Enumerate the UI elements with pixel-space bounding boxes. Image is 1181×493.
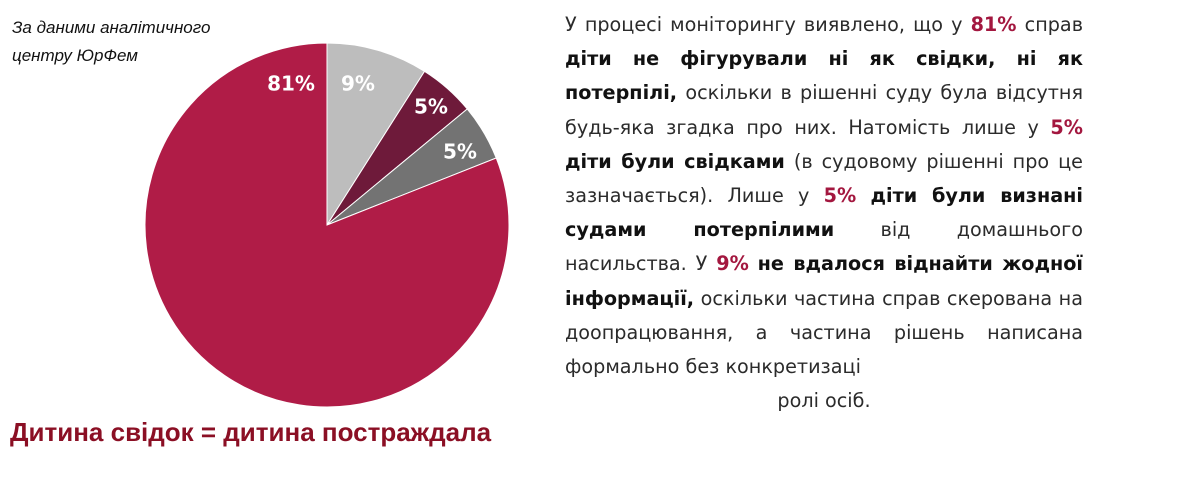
pie-slice-9-0 (326, 42, 426, 227)
percent-9: 9% (716, 252, 749, 276)
source-note: За даними аналітичного центру ЮрФем (12, 14, 272, 70)
pie-slice-81-3 (144, 42, 510, 408)
percent-5-victims: 5% (823, 184, 857, 208)
source-note-line1: За даними аналітичного (12, 18, 211, 37)
chart-caption: Дитина свідок = дитина постраждала (10, 417, 492, 447)
highlight-victims: діти були визнані судами потерпілими (565, 184, 1083, 242)
pie-label-2: 5% (443, 140, 477, 164)
text-part: оскільки частина справ скерована на дооп… (565, 286, 1083, 379)
description-text: У процесі моніторингу виявлено, що у 81%… (565, 8, 1083, 418)
percent-5-witness: 5% (1050, 115, 1083, 139)
highlight-witnesses: діти були свідками (565, 149, 785, 173)
source-note-line2: центру ЮрФем (12, 46, 138, 65)
text-part: (в судовому рішенні про це зазначається)… (565, 149, 1083, 208)
highlight-not-witness-nor-victim: діти не фігурували ні як свідки, ні як п… (565, 47, 1083, 105)
text-last-line: ролі осіб. (777, 389, 871, 413)
text-part: У процесі моніторингу виявлено, що у (565, 13, 963, 36)
percent-81: 81% (970, 13, 1017, 36)
text-part: справ (1024, 13, 1083, 36)
pie-label-1: 5% (414, 95, 448, 119)
text-part: оскільки в рішенні суду була відсутня бу… (565, 81, 1083, 139)
highlight-no-info: не вдалося віднайти жодної інформації, (565, 252, 1084, 310)
pie-label-0: 9% (341, 72, 375, 96)
pie-chart: 9% 5% 5% 81% (144, 42, 510, 408)
text-part: від домашнього насильства. У (565, 218, 1083, 276)
pie-label-3: 81% (267, 72, 315, 96)
